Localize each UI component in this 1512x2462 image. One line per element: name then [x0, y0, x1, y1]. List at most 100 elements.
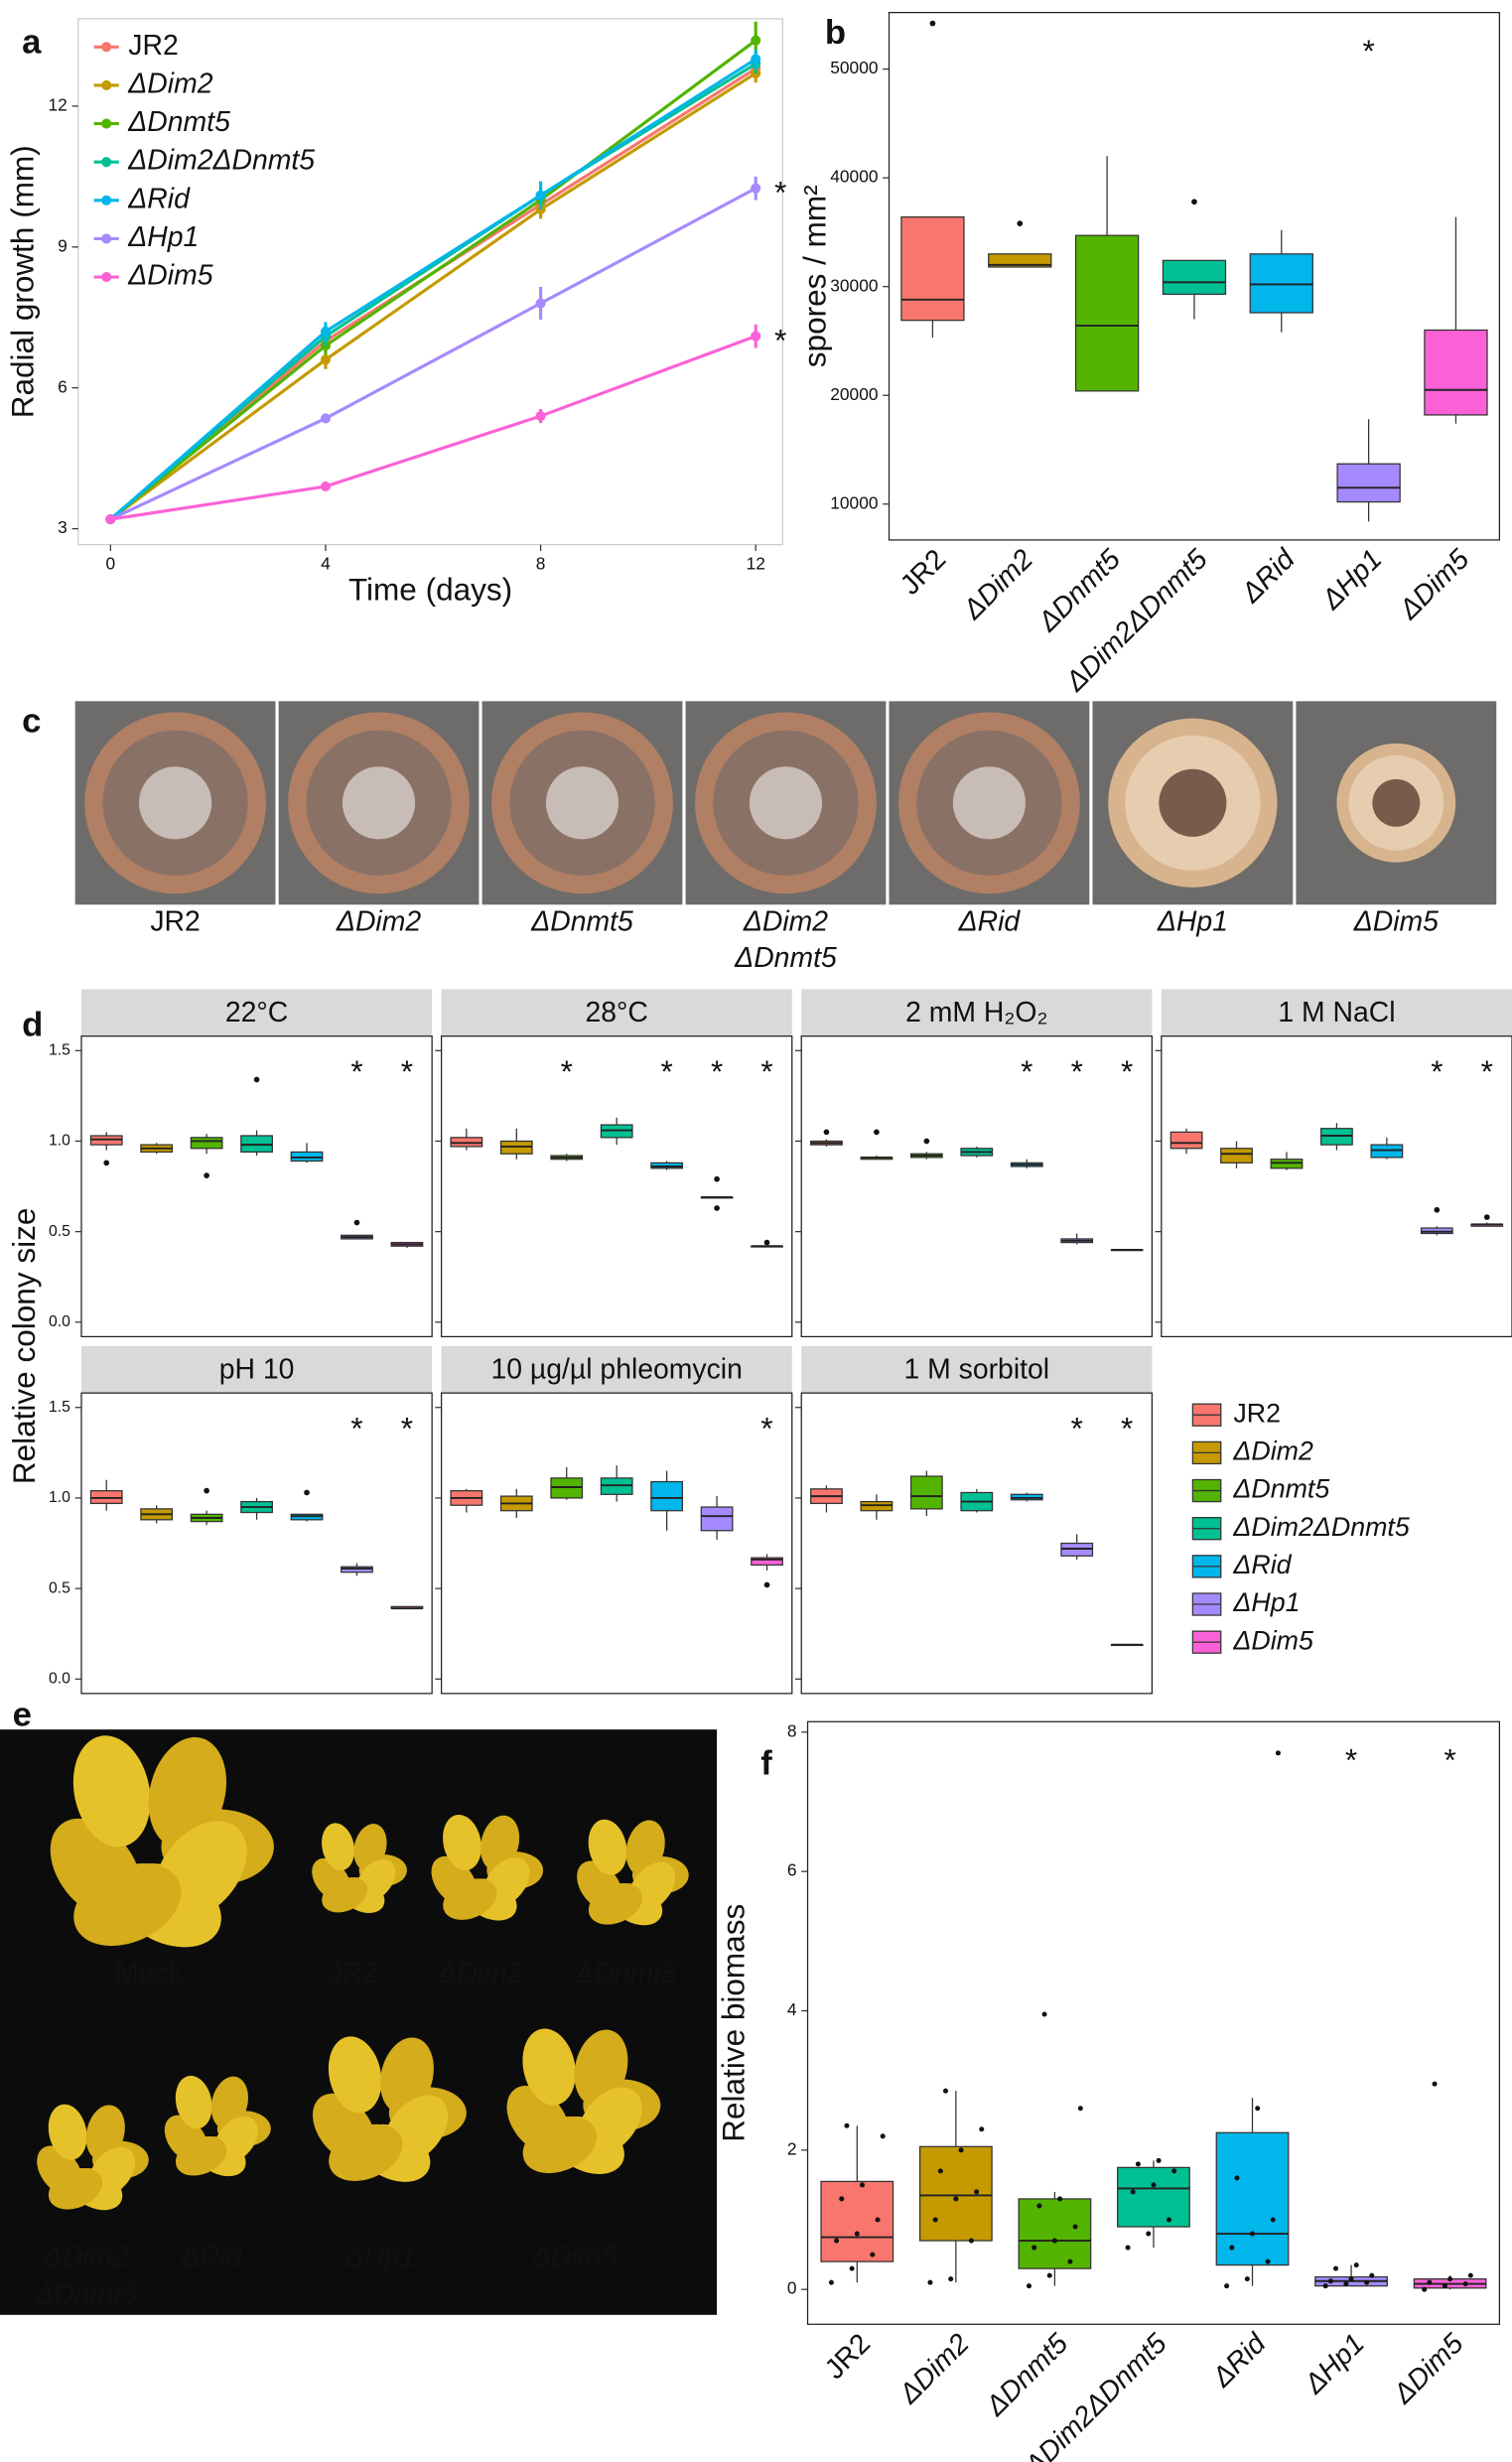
y-tick-label: 8 — [787, 1720, 797, 1740]
y-tick-label: 1.0 — [49, 1133, 70, 1150]
y-tick-label: 0.0 — [49, 1670, 70, 1687]
panel-label: e — [13, 1697, 32, 1734]
legend-label: ΔDim5 — [1232, 1625, 1313, 1655]
x-tick-label: JR2 — [894, 543, 952, 601]
leaf — [72, 1735, 151, 1847]
point — [1432, 2081, 1438, 2087]
y-tick-label: 4 — [787, 1999, 797, 2019]
legend-label: ΔDim5 — [127, 260, 212, 292]
legend-label: ΔHp1 — [1232, 1587, 1300, 1617]
legend-label: ΔHp1 — [127, 221, 199, 253]
photo-label: ΔDnmt5 — [34, 2278, 137, 2310]
x-tick-label: ΔDim5 — [1387, 2327, 1470, 2410]
box — [1169, 1131, 1203, 1150]
point — [1322, 2283, 1328, 2289]
point — [1046, 2272, 1052, 2278]
y-tick-label: 20000 — [830, 384, 878, 404]
outlier — [714, 1175, 720, 1182]
legend-dot — [101, 42, 112, 53]
leaf — [379, 2037, 434, 2115]
leaf — [625, 1820, 665, 1876]
box — [1220, 1148, 1253, 1163]
facet-title: 28°C — [585, 997, 647, 1028]
outlier — [1434, 1206, 1441, 1213]
x-tick-label: ΔRid — [1235, 542, 1303, 610]
photo-label: ΔHp1 — [344, 2242, 416, 2273]
leaf — [574, 2029, 628, 2107]
panel-label: f — [760, 1745, 772, 1783]
box — [1249, 253, 1313, 314]
legend-dot — [101, 272, 112, 283]
point — [875, 2217, 881, 2223]
photo-label: ΔDim5 — [1353, 906, 1439, 938]
photo-label: ΔDnmt5 — [530, 906, 633, 938]
legend-label: ΔDim2 — [127, 68, 212, 99]
point — [1077, 2106, 1083, 2112]
plot-frame — [440, 1392, 793, 1695]
series-line — [109, 62, 757, 521]
box — [900, 215, 965, 322]
y-axis-label: spores / mm² — [796, 185, 832, 367]
facet-strip — [801, 989, 1153, 1036]
point — [1057, 2196, 1063, 2202]
significance: * — [1362, 33, 1374, 68]
y-axis-label: Relative colony size — [6, 1208, 42, 1485]
leaf — [443, 1878, 497, 1920]
outlier — [874, 1129, 880, 1136]
box — [1336, 463, 1401, 503]
point — [1135, 2161, 1141, 2167]
colony-center — [1372, 778, 1421, 827]
box — [820, 2180, 894, 2262]
point — [937, 2168, 943, 2174]
point — [535, 411, 546, 422]
point — [1234, 2175, 1240, 2181]
point — [948, 2276, 954, 2282]
x-tick-label: ΔDim5 — [1393, 543, 1476, 626]
point — [1166, 2217, 1172, 2223]
box — [909, 1475, 943, 1510]
significance: * — [401, 1053, 413, 1089]
leaf — [480, 1815, 520, 1871]
outlier — [1017, 220, 1024, 226]
box — [1018, 2198, 1092, 2269]
point — [320, 326, 332, 337]
leaf — [588, 1883, 642, 1925]
series-line — [109, 58, 757, 521]
facet-strip — [80, 1345, 433, 1394]
photo-label: ΔDim2 — [437, 1958, 522, 1989]
legend-dot — [101, 195, 112, 205]
legend-label: JR2 — [128, 30, 178, 62]
point — [320, 413, 332, 424]
box — [190, 1137, 223, 1150]
leaf — [175, 2136, 227, 2176]
y-tick-label: 6 — [787, 1860, 797, 1880]
photo-label: ΔDnmt5 — [574, 1958, 677, 1989]
point — [942, 2088, 949, 2094]
significance: * — [1443, 1742, 1455, 1778]
point — [974, 2189, 980, 2195]
legend-label: ΔDim2 — [1232, 1436, 1313, 1465]
series-line — [110, 335, 756, 521]
leaf — [85, 2105, 125, 2161]
photo-label: ΔDim2 — [743, 906, 828, 938]
point — [1156, 2157, 1162, 2163]
significance: * — [1431, 1053, 1443, 1089]
y-tick-label: 0.5 — [49, 1223, 70, 1240]
point — [751, 331, 761, 342]
point — [1146, 2231, 1152, 2237]
outlier — [204, 1172, 209, 1178]
photo-label: ΔDim2 — [336, 906, 421, 938]
point — [854, 2231, 860, 2237]
legend-label: ΔDim2ΔDnmt5 — [1232, 1512, 1410, 1542]
plot-frame — [800, 1392, 1154, 1695]
colony-center — [139, 766, 212, 840]
significance: * — [1481, 1053, 1493, 1089]
leaf — [353, 1824, 387, 1871]
series-line — [109, 39, 757, 521]
outlier — [1191, 199, 1197, 205]
legend-label: ΔDim2ΔDnmt5 — [127, 145, 315, 177]
y-tick-label: 2 — [787, 2138, 797, 2158]
facet-title: pH 10 — [219, 1354, 295, 1386]
point — [880, 2133, 886, 2139]
